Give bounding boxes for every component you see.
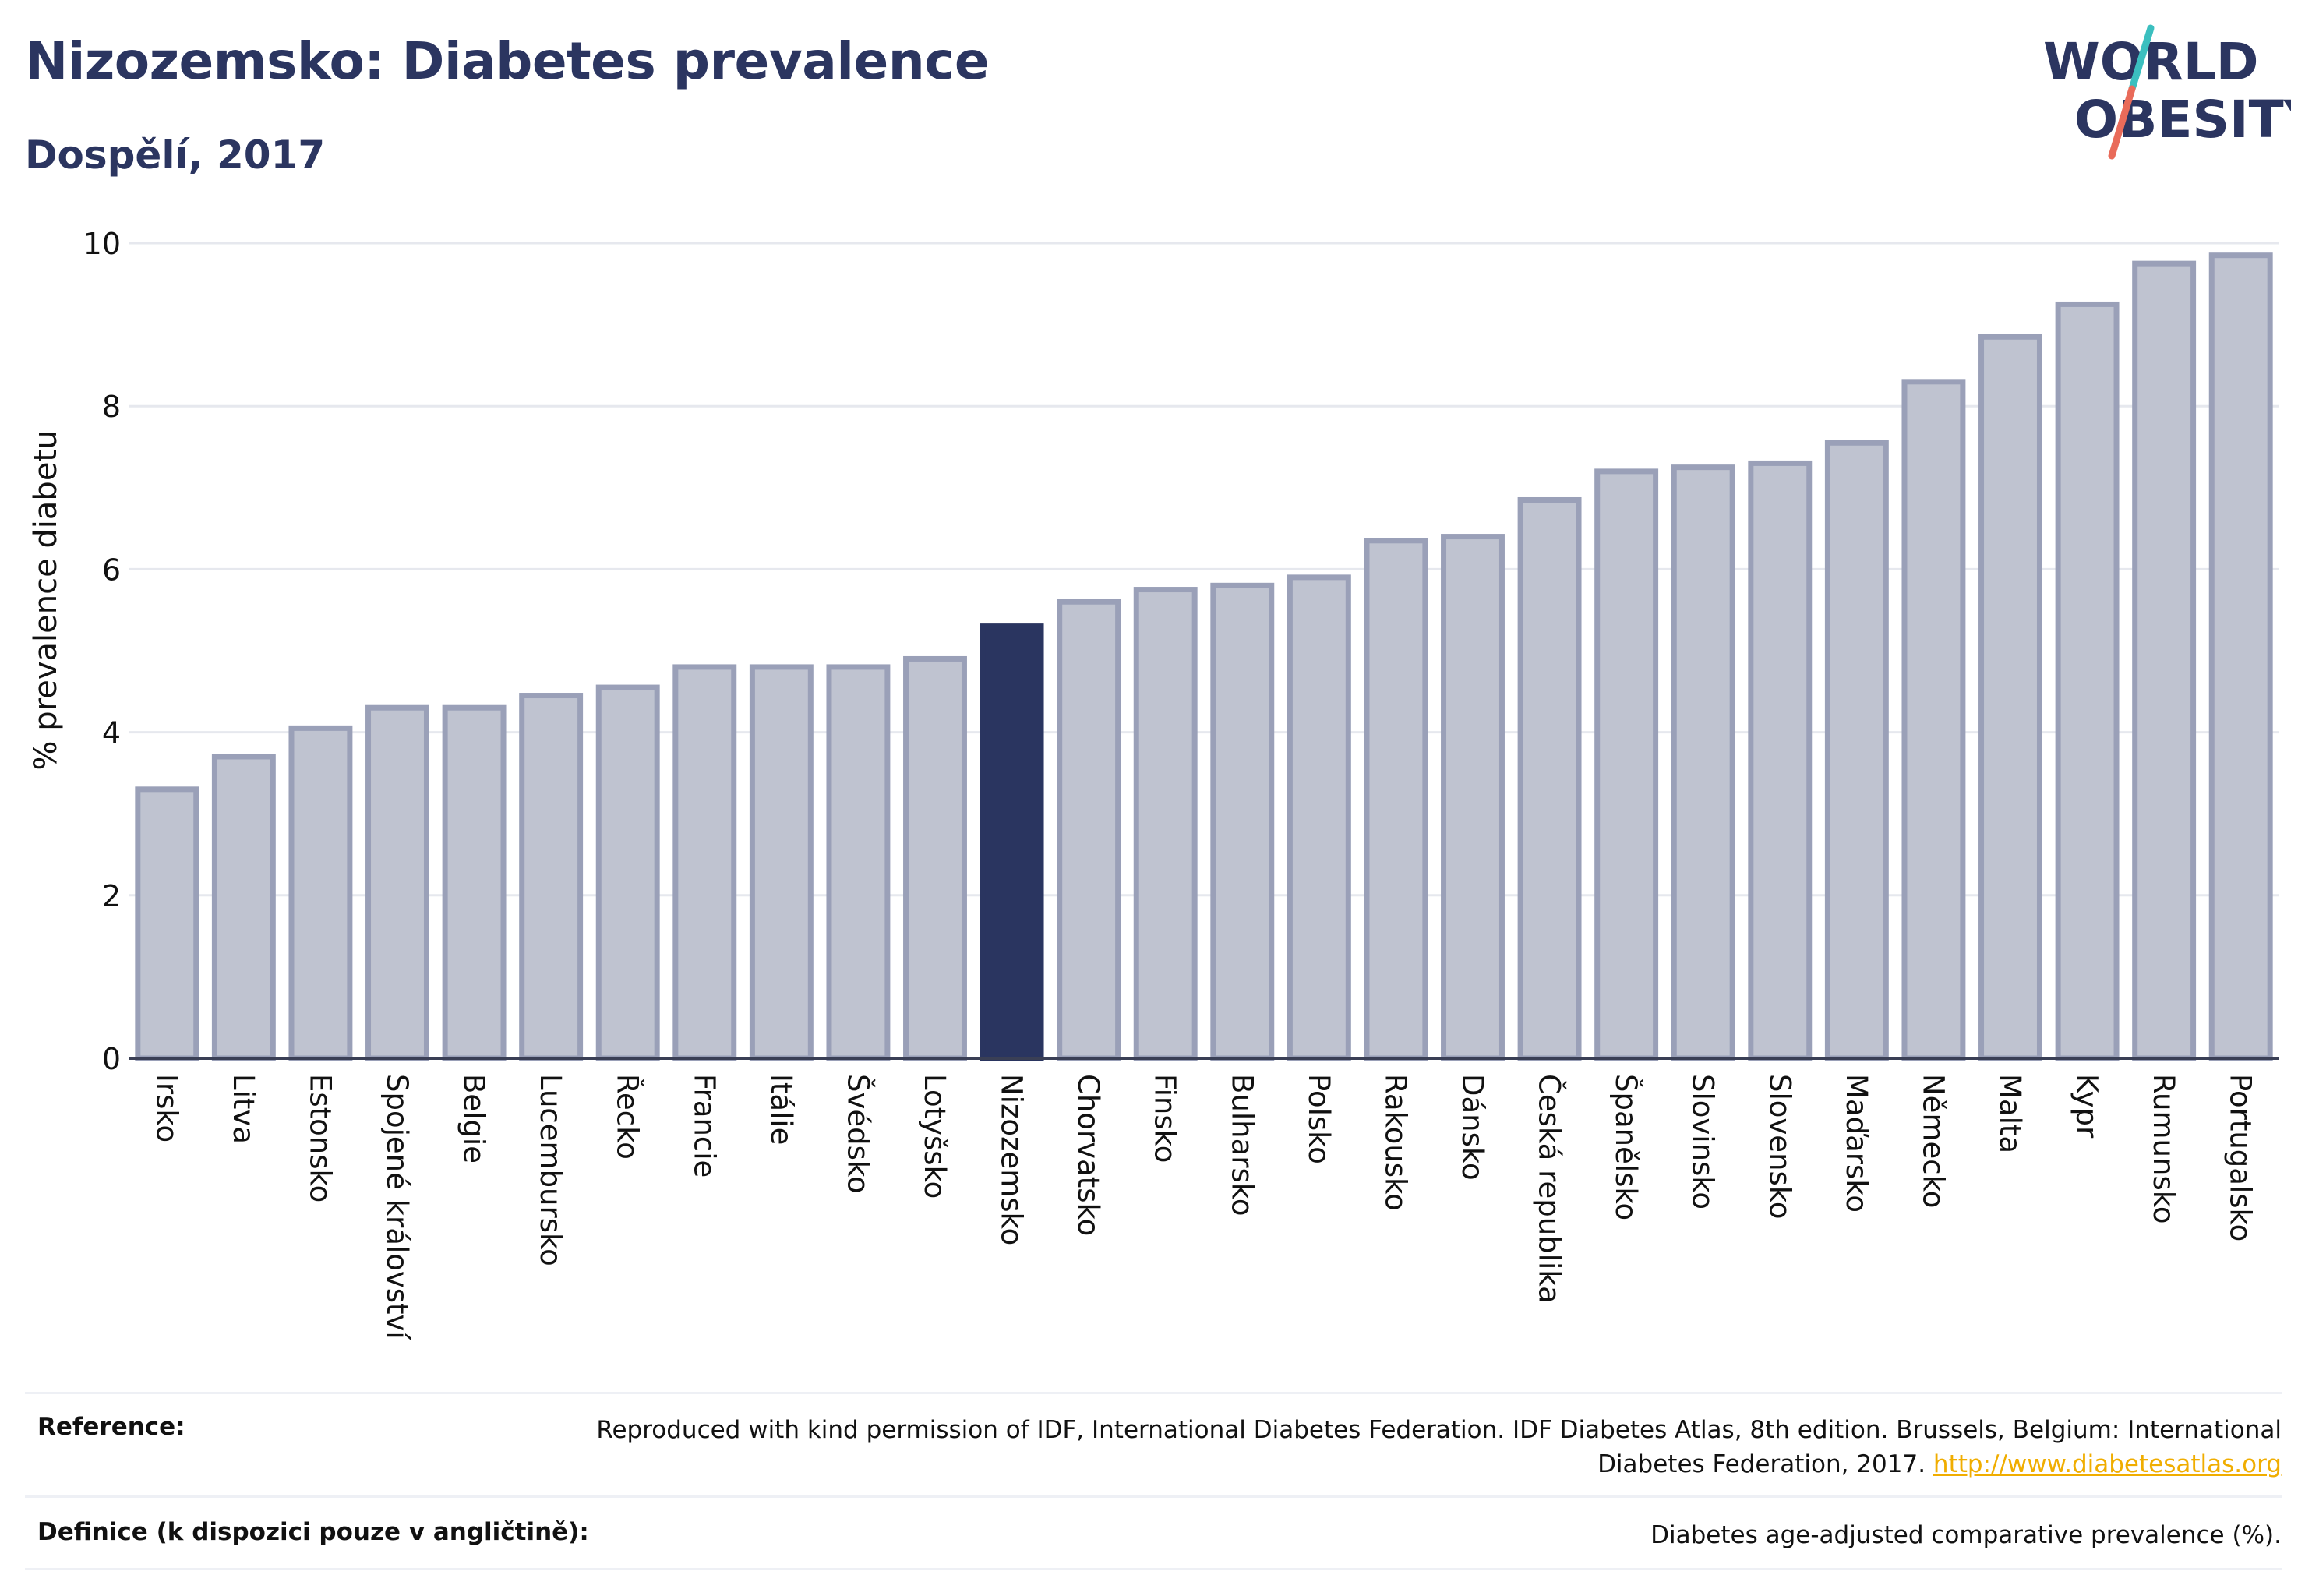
- x-tick-label: Estonsko: [303, 1074, 337, 1202]
- bar: [595, 684, 660, 1061]
- x-tick-label: Česká republika: [1533, 1074, 1567, 1304]
- bar: [135, 786, 199, 1061]
- y-tick-label: 6: [102, 553, 121, 587]
- world-obesity-logo: WORLD OBESITY: [2043, 24, 2291, 160]
- bar: [1594, 468, 1659, 1061]
- footer: Reference: Reproduced with kind permissi…: [25, 1392, 2282, 1570]
- bar: [826, 664, 891, 1061]
- bars: [135, 252, 2273, 1061]
- x-tick-label: Bulharsko: [1225, 1074, 1258, 1216]
- y-tick-label: 10: [83, 227, 121, 261]
- x-tick-label: Francie: [687, 1074, 721, 1178]
- y-tick-label: 2: [102, 879, 121, 913]
- logo-word-obesity: OBESITY: [2074, 90, 2291, 150]
- x-tick-label: Spojené království: [380, 1074, 414, 1340]
- x-tick-label: Litva: [227, 1074, 260, 1144]
- x-tick-label: Německo: [1916, 1074, 1950, 1208]
- bar: [1671, 464, 1735, 1061]
- bar: [1901, 379, 1966, 1061]
- x-tick-label: Malta: [1993, 1074, 2027, 1153]
- bar: [2055, 301, 2120, 1061]
- x-tick-label: Itálie: [764, 1074, 798, 1145]
- x-tick-label: Lucembursko: [534, 1074, 567, 1266]
- bar: [1824, 440, 1889, 1061]
- x-tick-label: Polsko: [1302, 1074, 1336, 1164]
- bar: [442, 704, 507, 1061]
- footer-divider: [25, 1392, 2282, 1394]
- x-tick-label: Maďarsko: [1840, 1074, 1873, 1213]
- bar: [1441, 534, 1505, 1061]
- x-tick-label: Slovinsko: [1686, 1074, 1720, 1209]
- bar: [1517, 496, 1582, 1061]
- x-tick-label: Irsko: [150, 1074, 183, 1142]
- logo-slash-teal: [2128, 24, 2155, 93]
- bar: [903, 655, 967, 1061]
- bar: [519, 693, 584, 1061]
- x-tick-label: Slovensko: [1763, 1074, 1796, 1220]
- logo-slash-coral: [2108, 85, 2136, 160]
- x-tick-label: Chorvatsko: [1071, 1074, 1105, 1236]
- footer-divider: [25, 1495, 2282, 1498]
- bar: [288, 725, 353, 1061]
- bar: [1210, 582, 1275, 1061]
- bar: [1364, 538, 1428, 1061]
- y-tick-label: 0: [102, 1042, 121, 1076]
- reference-label: Reference:: [37, 1413, 185, 1441]
- x-tick-label: Španělsko: [1609, 1074, 1643, 1220]
- x-tick-label: Rakousko: [1378, 1074, 1412, 1211]
- bar-chart: 0 2 4 6 8 10 Irsko Litva Estonsko Spojené králov…: [28, 227, 2279, 1340]
- bar-highlighted: [980, 623, 1044, 1061]
- x-tick-label: Portugalsko: [2224, 1074, 2257, 1241]
- definition-row: Definice (k dispozici pouze v angličtině…: [25, 1498, 2282, 1568]
- y-tick-label: 8: [102, 390, 121, 424]
- bar: [1133, 587, 1198, 1061]
- bar: [1057, 598, 1121, 1061]
- x-tick-label: Finsko: [1149, 1074, 1182, 1163]
- bar: [211, 754, 276, 1061]
- x-tick-label: Nizozemsko: [995, 1074, 1029, 1245]
- y-tick-label: 4: [102, 716, 121, 750]
- x-tick-label: Lotyšsko: [918, 1074, 951, 1199]
- bar: [1287, 574, 1351, 1061]
- x-tick-label: Švédsko: [841, 1074, 875, 1194]
- bar: [1748, 460, 1813, 1061]
- definition-label: Definice (k dispozici pouze v angličtině…: [37, 1518, 589, 1546]
- x-tick-label: Řecko: [611, 1074, 645, 1160]
- bar: [749, 664, 814, 1061]
- logo-word-world: WORLD: [2043, 32, 2259, 92]
- definition-value: Diabetes age-adjusted comparative preval…: [1650, 1521, 2282, 1549]
- y-axis-label: % prevalence diabetu: [28, 430, 64, 771]
- x-tick-label: Rumunsko: [2147, 1074, 2180, 1223]
- bar: [2208, 252, 2273, 1061]
- bar: [365, 704, 429, 1061]
- reference-link[interactable]: http://www.diabetesatlas.org: [1933, 1450, 2282, 1478]
- reference-row: Reference: Reproduced with kind permissi…: [25, 1394, 2282, 1495]
- x-tick-label: Kypr: [2070, 1074, 2104, 1139]
- y-tick-labels: 0 2 4 6 8 10: [83, 227, 121, 1076]
- chart-subtitle: Dospělí, 2017: [25, 132, 326, 178]
- x-tick-label: Belgie: [457, 1074, 491, 1163]
- chart-title: Nizozemsko: Diabetes prevalence: [25, 31, 990, 91]
- reference-value: Reproduced with kind permission of IDF, …: [583, 1413, 2282, 1481]
- bar: [2132, 260, 2197, 1061]
- bar: [1978, 334, 2042, 1061]
- footer-divider: [25, 1568, 2282, 1570]
- x-tick-labels: Irsko Litva Estonsko Spojené království Belg…: [150, 1074, 2257, 1340]
- bar: [672, 664, 737, 1061]
- reference-text: Reproduced with kind permission of IDF, …: [596, 1416, 2282, 1478]
- x-tick-label: Dánsko: [1456, 1074, 1489, 1181]
